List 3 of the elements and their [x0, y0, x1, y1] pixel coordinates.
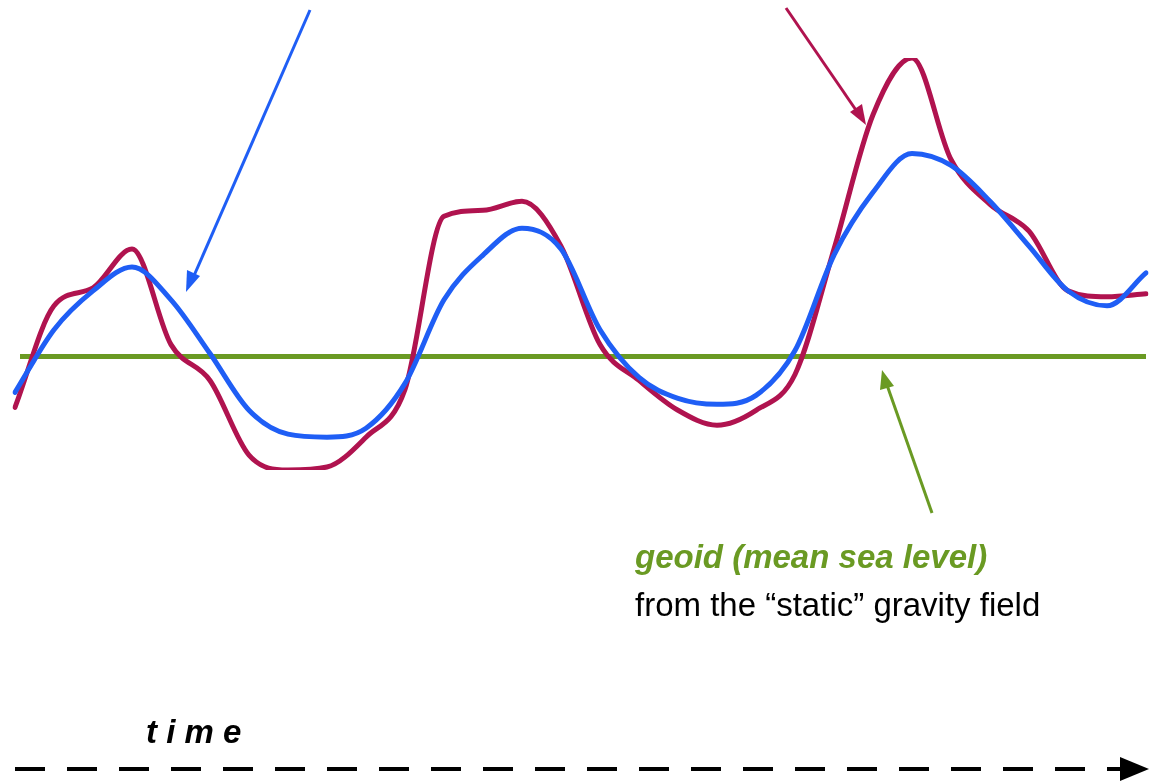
text: t i m e	[146, 713, 242, 751]
text: from the “static” gravity field	[635, 586, 1041, 624]
ref-line-label: geoid (mean sea level)	[635, 538, 988, 576]
